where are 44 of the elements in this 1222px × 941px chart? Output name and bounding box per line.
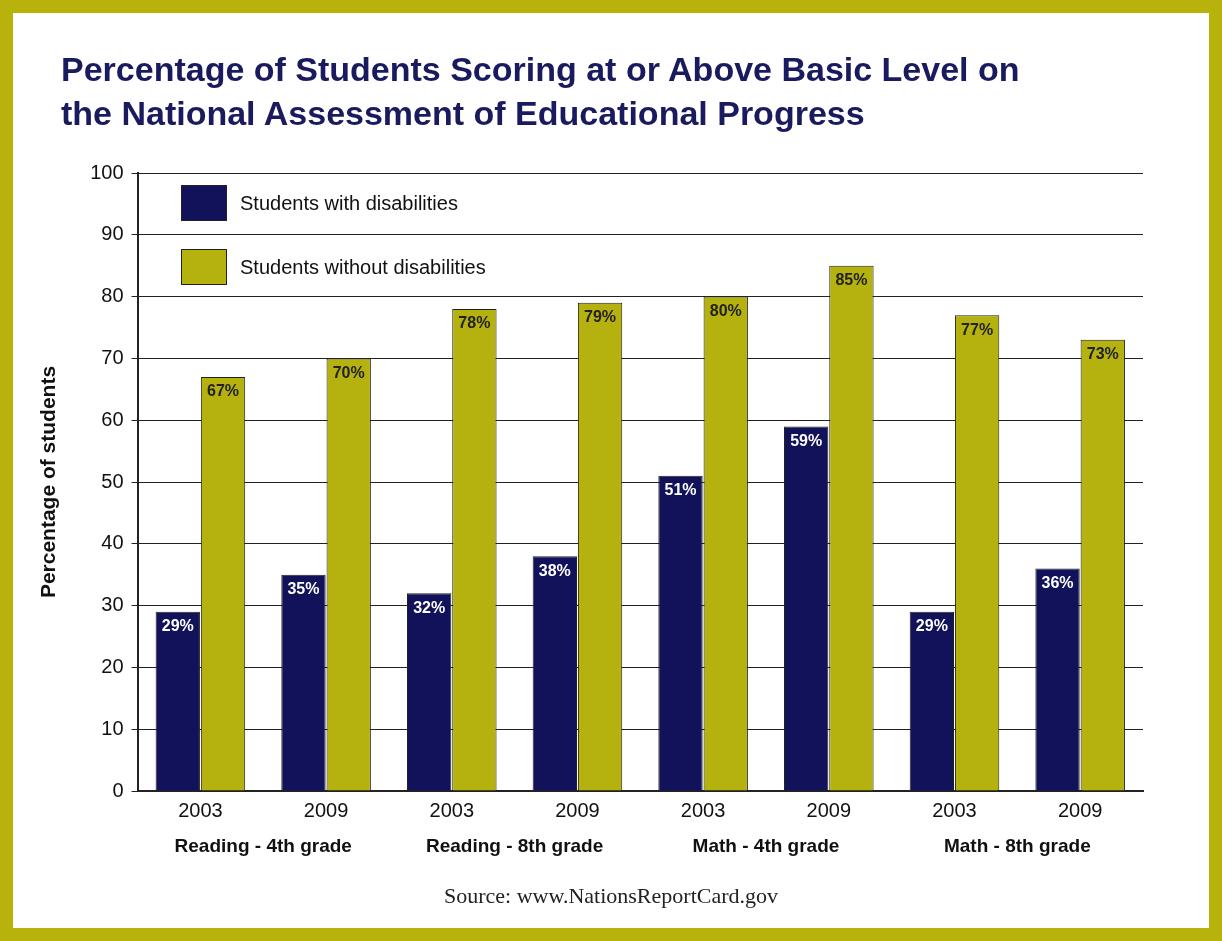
y-tick-label: 30 (101, 593, 124, 616)
data-label: 85% (835, 271, 868, 289)
data-label: 79% (584, 308, 617, 326)
text: Reading - 4th grade (174, 834, 352, 856)
x-tick-label: 2009 (303, 798, 349, 821)
data-label: 35% (287, 580, 320, 598)
x-tick-label: 2003 (680, 798, 726, 821)
data-label: 73% (1086, 345, 1119, 363)
y-tick-label: 60 (101, 407, 124, 430)
legend-label: Students with disabilities (240, 191, 458, 215)
y-tick-label: 40 (101, 531, 124, 554)
y-tick-label: 50 (101, 469, 124, 492)
data-label: 67% (207, 382, 240, 400)
x-tick-label: 2009 (555, 798, 600, 821)
x-tick-label: 2003 (429, 798, 475, 821)
y-tick-label: 90 (101, 222, 124, 245)
x-tick-label: 2009 (806, 798, 852, 821)
x-tick-label: 2009 (1057, 798, 1103, 821)
x-tick-label: 2003 (932, 798, 977, 821)
source-note: Source: www.NationsReportCard.gov (443, 883, 779, 909)
text: Math - 4th grade (692, 834, 840, 856)
data-label: 29% (161, 617, 194, 635)
data-label: 77% (961, 320, 994, 338)
y-tick-label: 10 (101, 716, 124, 739)
x-tick-label: 2003 (178, 798, 223, 821)
data-label: 32% (413, 598, 446, 616)
data-label: 80% (709, 302, 742, 320)
y-tick-label: 100 (90, 160, 124, 183)
legend-label: Students without disabilities (240, 255, 486, 279)
data-label: 78% (458, 314, 491, 332)
y-axis-title: Percentage of students (36, 365, 60, 599)
y-tick-label: 70 (101, 345, 124, 368)
data-label: 51% (664, 481, 697, 499)
data-label: 59% (790, 431, 823, 449)
y-tick-label: 0 (112, 778, 124, 801)
data-label: 29% (915, 617, 948, 635)
y-tick-label: 20 (101, 654, 124, 677)
data-label: 38% (538, 561, 571, 579)
data-label: 36% (1041, 573, 1074, 591)
data-label: 70% (332, 363, 365, 381)
text: Reading - 8th grade (425, 834, 604, 856)
text: Math - 8th grade (943, 834, 1091, 856)
y-tick-label: 80 (101, 284, 124, 307)
chart-title: Percentage of Students Scoring at or Above Basic Level on the National Assessment of Educational Progress (61, 49, 1021, 134)
